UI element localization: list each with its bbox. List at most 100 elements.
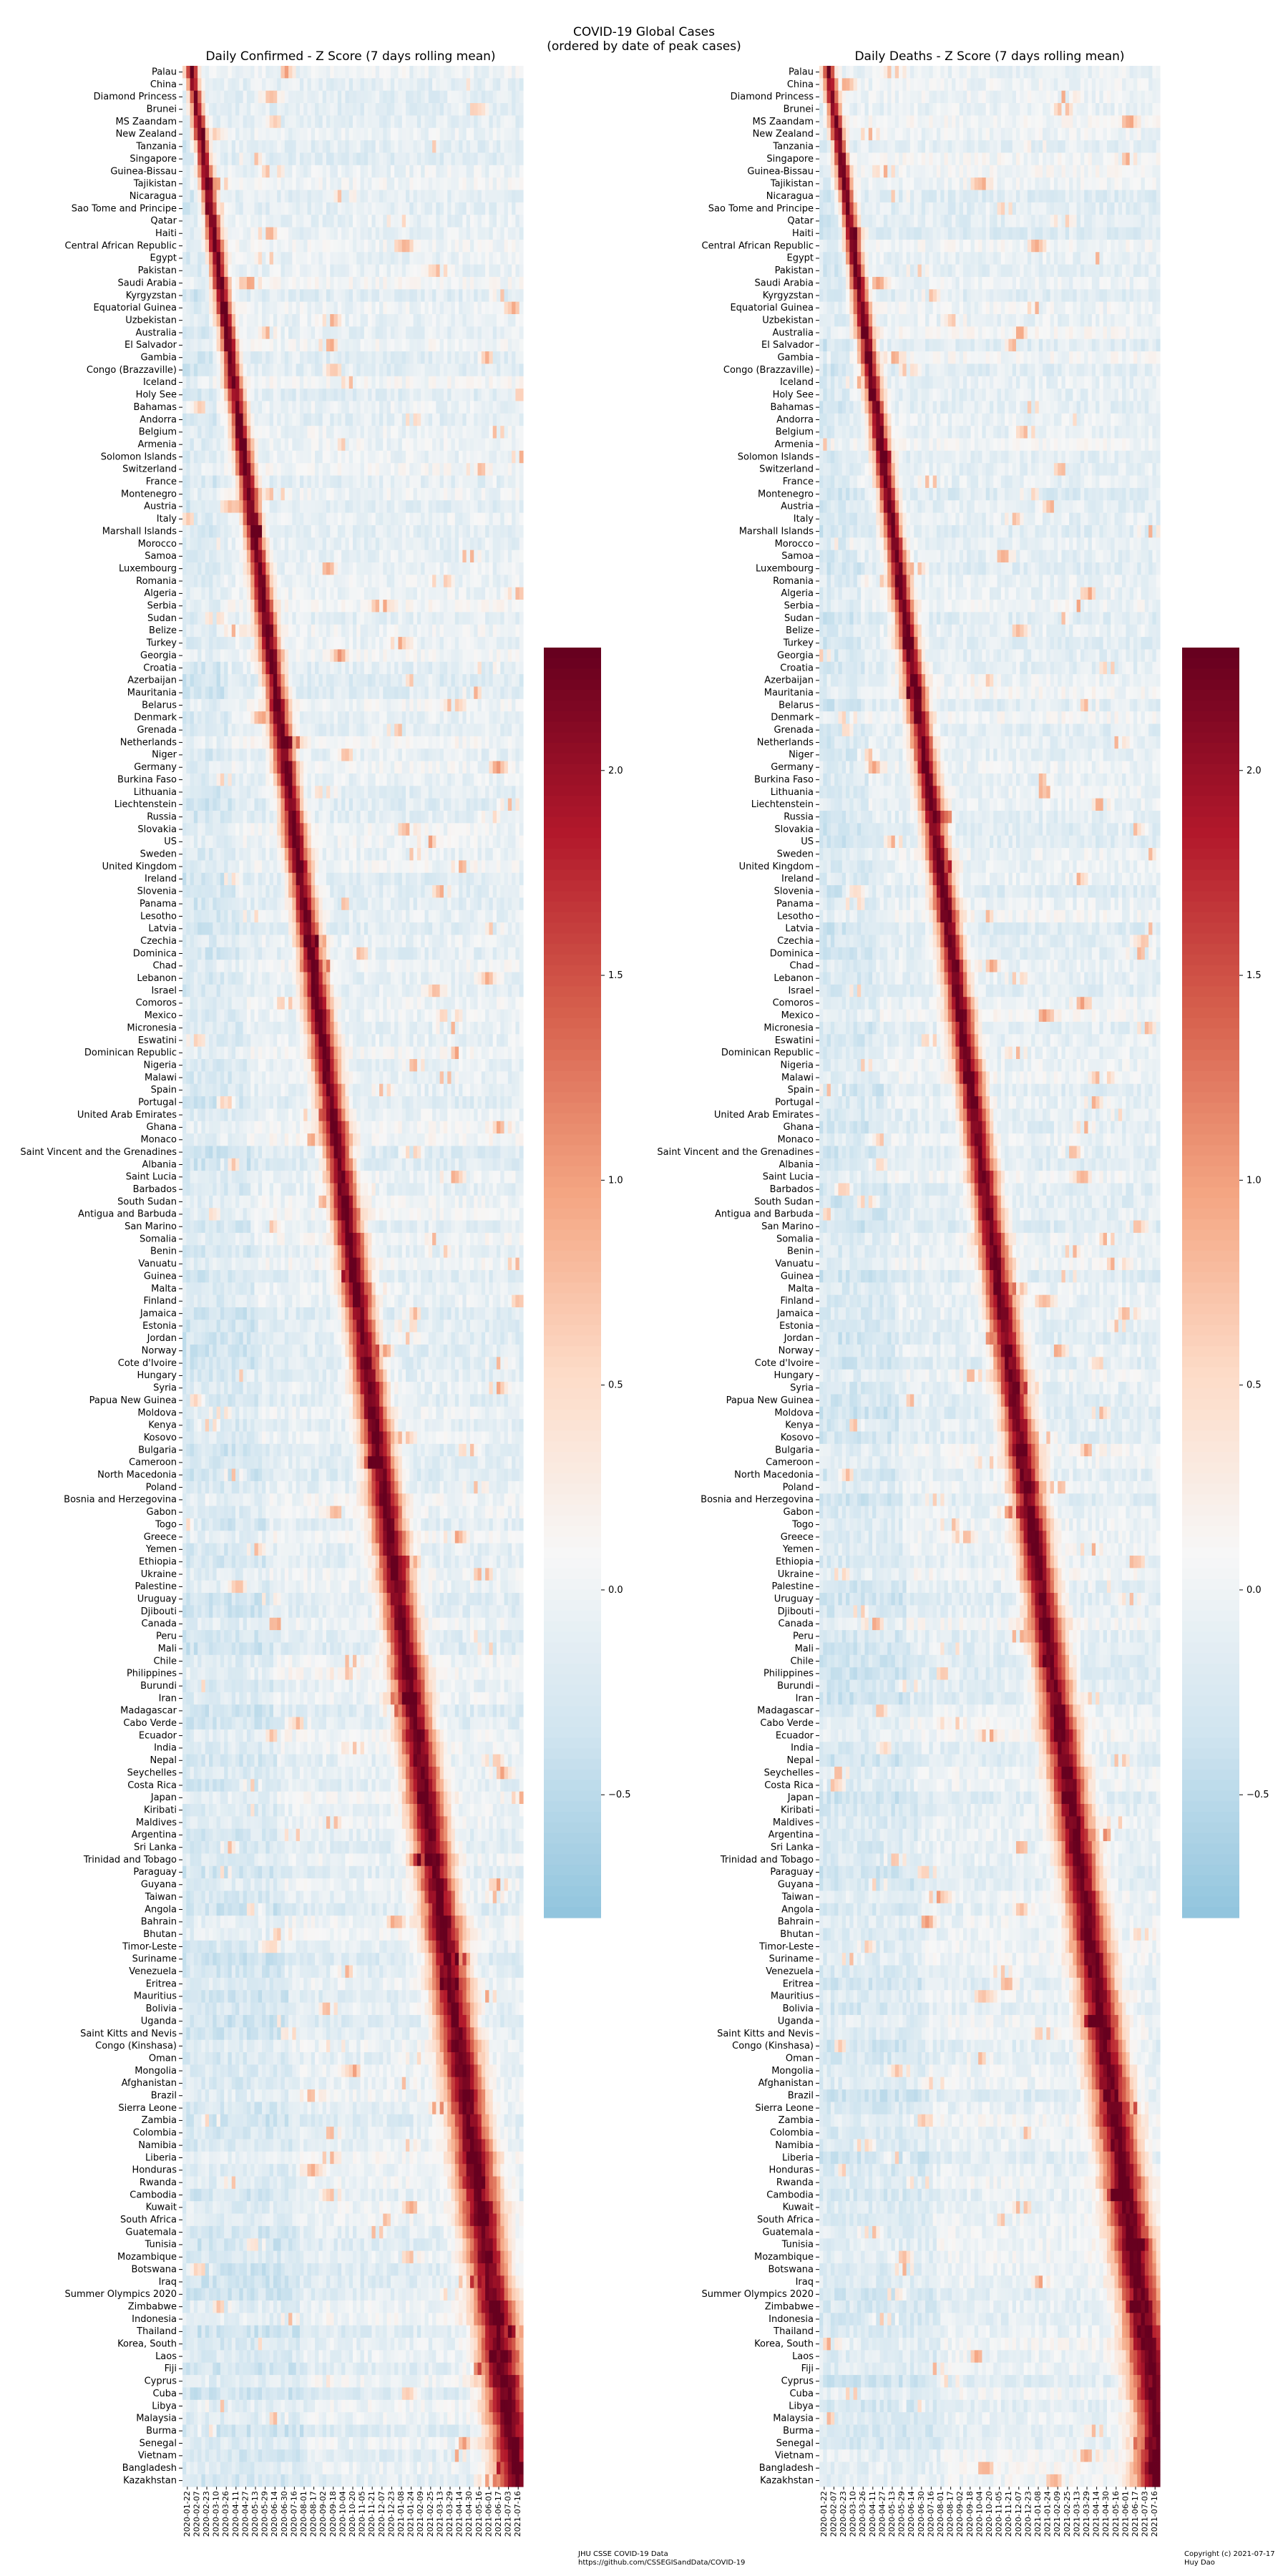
heatmap-cell xyxy=(497,78,501,91)
heatmap-cell xyxy=(409,562,414,575)
heatmap-cell xyxy=(376,575,380,587)
heatmap-cell xyxy=(409,637,414,650)
heatmap-cell xyxy=(232,513,236,526)
heatmap-cell xyxy=(440,302,444,315)
heatmap-cell xyxy=(201,203,205,215)
heatmap-cell xyxy=(209,177,213,190)
heatmap-cell xyxy=(296,562,301,575)
heatmap-cell xyxy=(368,488,372,501)
heatmap-row: Algeria xyxy=(144,587,523,600)
heatmap-cell xyxy=(186,265,190,278)
heatmap-cell xyxy=(452,152,456,165)
heatmap-cell xyxy=(235,78,240,91)
heatmap-cell xyxy=(368,699,372,712)
heatmap-cell xyxy=(406,115,410,128)
heatmap-cell xyxy=(235,649,240,662)
heatmap-cell xyxy=(485,451,489,464)
heatmap-cell xyxy=(444,525,448,538)
heatmap-cell xyxy=(323,66,327,79)
heatmap-cell xyxy=(349,488,353,501)
heatmap-cell xyxy=(217,339,221,352)
heatmap-cell xyxy=(508,252,512,265)
heatmap-cell xyxy=(429,662,433,675)
heatmap-cell xyxy=(387,612,391,625)
heatmap-cell xyxy=(508,140,512,153)
heatmap-cell xyxy=(345,674,349,687)
heatmap-cell xyxy=(213,351,217,364)
heatmap-cell xyxy=(424,203,429,215)
heatmap-row: Serbia xyxy=(147,600,524,613)
heatmap-cell xyxy=(197,326,202,339)
heatmap-cell xyxy=(470,376,474,389)
heatmap-cell xyxy=(371,66,376,79)
heatmap-cell xyxy=(235,277,240,290)
heatmap-cell xyxy=(194,476,198,489)
heatmap-cell xyxy=(217,91,221,104)
heatmap-cell xyxy=(356,687,361,700)
heatmap-cell xyxy=(436,228,440,240)
heatmap-cell xyxy=(349,289,353,302)
heatmap-cell xyxy=(519,165,524,178)
heatmap-cell xyxy=(470,451,474,464)
heatmap-cell xyxy=(489,476,493,489)
heatmap-cell xyxy=(440,228,444,240)
heatmap-cell xyxy=(515,439,519,452)
heatmap-cell xyxy=(209,550,213,563)
heatmap-cell xyxy=(447,401,452,414)
heatmap-cell xyxy=(182,699,187,712)
heatmap-cell xyxy=(387,289,391,302)
heatmap-cell xyxy=(201,265,205,278)
heatmap-cell xyxy=(318,240,323,253)
heatmap-cell xyxy=(361,326,365,339)
heatmap-cell xyxy=(459,339,463,352)
heatmap-cell xyxy=(190,649,195,662)
heatmap-cell xyxy=(220,115,225,128)
heatmap-cell xyxy=(315,364,319,376)
heatmap-cell xyxy=(250,240,255,253)
heatmap-cell xyxy=(429,414,433,426)
heatmap-cell xyxy=(323,78,327,91)
heatmap-cell xyxy=(406,699,410,712)
heatmap-cell xyxy=(424,78,429,91)
heatmap-cell xyxy=(197,66,202,79)
heatmap-cell xyxy=(368,66,372,79)
heatmap-cell xyxy=(338,165,342,178)
heatmap-cell xyxy=(356,513,361,526)
heatmap-cell xyxy=(402,177,406,190)
heatmap-cell xyxy=(519,600,524,613)
heatmap-cell xyxy=(250,587,255,600)
heatmap-cell xyxy=(197,203,202,215)
heatmap-cell xyxy=(470,439,474,452)
heatmap-cell xyxy=(239,476,243,489)
heatmap-cell xyxy=(250,277,255,290)
heatmap-cell xyxy=(190,140,195,153)
heatmap-cell xyxy=(303,128,308,141)
heatmap-cell xyxy=(429,115,433,128)
heatmap-row: Mauritania xyxy=(127,687,524,700)
heatmap-cell xyxy=(409,537,414,550)
heatmap-cell xyxy=(281,699,286,712)
heatmap-cell xyxy=(459,500,463,513)
heatmap-cell xyxy=(315,699,319,712)
heatmap-cell xyxy=(285,376,289,389)
heatmap-cell xyxy=(243,115,248,128)
heatmap-cell xyxy=(440,401,444,414)
heatmap-cell xyxy=(349,587,353,600)
heatmap-cell xyxy=(371,115,376,128)
heatmap-cell xyxy=(182,376,187,389)
heatmap-cell xyxy=(326,339,331,352)
heatmap-row: Sudan xyxy=(147,612,524,625)
heatmap-cell xyxy=(500,637,504,650)
heatmap-cell xyxy=(258,699,263,712)
heatmap-cell xyxy=(402,265,406,278)
heatmap-cell xyxy=(489,277,493,290)
heatmap-cell xyxy=(478,687,482,700)
heatmap-cell xyxy=(224,463,228,476)
heatmap-row: El Salvador xyxy=(125,339,524,352)
heatmap-cell xyxy=(387,600,391,613)
heatmap-cell xyxy=(444,152,448,165)
heatmap-cell xyxy=(417,451,421,464)
heatmap-cell xyxy=(364,687,369,700)
heatmap-cell xyxy=(356,649,361,662)
heatmap-cell xyxy=(197,488,202,501)
